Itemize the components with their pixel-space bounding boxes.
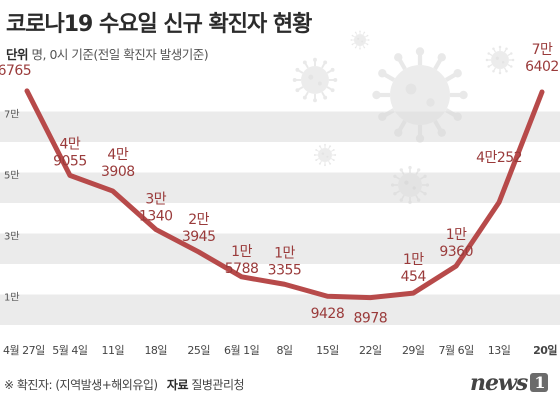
x-tick-label: 25일 [187,343,210,357]
data-label: 9055 [53,153,87,169]
data-label: 3만 [145,191,166,207]
x-tick-label: 8일 [276,343,292,357]
data-label: 3355 [268,262,302,278]
x-tick-label: 22일 [359,343,382,357]
virus-illustration [350,30,370,50]
grid-band [0,111,560,142]
unit-label: 단위 [6,47,29,62]
x-tick-label: 18일 [144,343,167,357]
y-tick-label: 3만 [4,231,20,243]
x-tick-label: 6월 1일 [224,343,260,357]
data-label: 3908 [101,164,135,180]
data-label: 1만 [231,244,252,260]
data-label: 6402 [525,59,559,75]
logo-text: news [470,370,528,396]
data-label: 4만 [107,147,128,163]
virus-illustration [292,57,338,103]
data-label: 4만252 [476,150,522,166]
data-label: 9360 [439,244,473,260]
data-label: 4만 [60,136,81,152]
y-tick-label: 1만 [4,292,20,304]
x-tick-label: 7월 6일 [439,343,475,357]
x-tick-label: 4월 27일 [3,343,45,357]
y-tick-label: 7만 [4,109,20,121]
data-label: 7만 [532,42,553,58]
chart-title: 코로나19 수요일 신규 확진자 현황 [6,12,312,37]
data-label: 1340 [139,208,173,224]
virus-illustration [313,143,337,167]
x-tick-label: 15일 [316,343,339,357]
x-tick-label: 13일 [488,343,511,357]
logo-badge: 1 [530,373,549,392]
virus-illustration [372,47,468,143]
news1-logo: news 1 [470,370,549,396]
y-tick-label: 5만 [4,170,20,182]
unit-note: 단위 명, 0시 기준(전일 확진자 발생기준) [6,44,209,63]
data-label: 9428 [311,306,345,322]
x-tick-label: 5월 4일 [52,343,88,357]
data-label: 3945 [182,229,216,245]
data-label: 2만 [188,212,209,228]
data-label: 8978 [354,311,388,327]
source-label: 자료 [166,378,189,392]
data-label: 1만 [274,245,295,261]
grid-band [0,172,560,203]
unit-text: 명, 0시 기준(전일 확진자 발생기준) [31,47,209,62]
virus-illustration [390,165,430,205]
x-tick-label: 11일 [102,343,125,357]
data-label: 454 [401,269,427,285]
data-label: 5788 [225,261,259,277]
footnote: ※ 확진자: (지역발생+해외유입) 자료 질병관리청 [4,376,245,393]
data-label: 1만 [403,252,424,268]
grid-band [0,294,560,325]
data-label: 1만 [446,227,467,243]
series-line [24,88,545,301]
footnote-note: ※ 확진자: (지역발생+해외유입) [4,378,158,392]
x-tick-label: 29일 [402,343,425,357]
virus-illustration [485,45,515,75]
x-tick-label: 20일 [533,343,557,357]
source-name: 질병관리청 [191,378,245,392]
